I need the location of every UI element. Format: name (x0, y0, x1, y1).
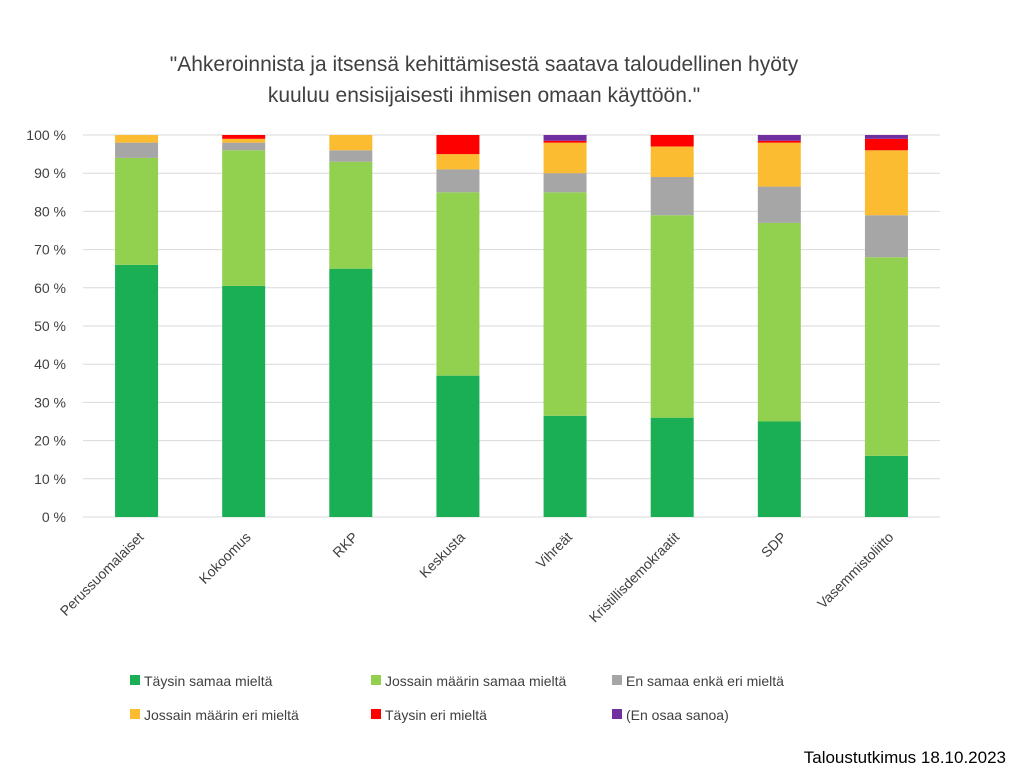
bar-segment (757, 135, 801, 141)
bar-segment (757, 140, 801, 143)
legend-swatch (130, 675, 140, 685)
bar-segment (543, 415, 587, 517)
bar-segment (757, 222, 801, 422)
bar-segment (222, 142, 266, 151)
bar-segment (436, 135, 480, 155)
source-credit: Taloustutkimus 18.10.2023 (804, 748, 1006, 767)
bar-segment (329, 268, 373, 517)
y-tick-label: 20 % (34, 433, 66, 449)
y-tick-label: 90 % (34, 165, 66, 181)
bar-segment (543, 140, 587, 143)
bar-segment (329, 161, 373, 269)
chart-title-line-2: kuuluu ensisijaisesti ihmisen omaan käyt… (268, 84, 700, 107)
legend-swatch (130, 709, 140, 719)
y-axis-ticks: 0 % 10 % 20 % 30 % 40 % 50 % 60 % 70 % 80 % 90 % 1… (26, 127, 66, 525)
bar-segment (650, 215, 694, 418)
x-category-label: SDP (758, 529, 790, 561)
legend-entry: Täysin samaa mieltä (144, 673, 273, 689)
bar-segment (757, 142, 801, 187)
bar-segment (436, 169, 480, 193)
legend-entry: Jossain määrin samaa mieltä (385, 673, 567, 689)
bar-segment (115, 157, 159, 265)
x-category-label: Kristillisdemokraatit (586, 529, 683, 626)
y-tick-label: 80 % (34, 203, 66, 219)
bar-segment (543, 142, 587, 174)
bar-segment (115, 135, 159, 143)
bar-segment (650, 177, 694, 216)
x-category-label: Keskusta (416, 529, 468, 581)
legend-entry: Jossain määrin eri mieltä (144, 707, 299, 723)
bar-segment (436, 192, 480, 376)
y-tick-label: 50 % (34, 318, 66, 334)
bar-segment (650, 417, 694, 517)
bar-segment (115, 264, 159, 517)
gridlines (83, 134, 940, 518)
x-category-label: Vasemmistoliitto (814, 529, 897, 612)
bar-segment (543, 135, 587, 141)
bar-segment (864, 215, 908, 258)
bar-segment (864, 138, 908, 151)
bars (115, 135, 908, 517)
legend-entry: (En osaa sanoa) (626, 707, 729, 723)
bar-segment (543, 192, 587, 416)
x-category-label: RKP (329, 529, 361, 561)
y-tick-label: 100 % (26, 127, 66, 143)
bar-segment (222, 135, 266, 139)
legend-swatch (371, 675, 381, 685)
bar-segment (757, 421, 801, 517)
bar-segment (864, 135, 908, 139)
y-tick-label: 70 % (34, 242, 66, 258)
legend: Täysin samaa mieltä Jossain määrin samaa … (130, 673, 784, 723)
bar-segment (222, 285, 266, 517)
y-tick-label: 10 % (34, 471, 66, 487)
bar-segment (864, 150, 908, 216)
x-category-label: Kokoomus (196, 529, 254, 587)
y-tick-label: 30 % (34, 394, 66, 410)
bar-segment (543, 173, 587, 193)
bar-segment (329, 135, 373, 151)
bar-segment (222, 150, 266, 286)
x-category-label: Vihreät (533, 529, 576, 572)
legend-swatch (371, 709, 381, 719)
x-axis-labels: Perussuomalaiset Kokoomus RKP Keskusta Vihre… (57, 529, 897, 626)
bar-segment (436, 154, 480, 170)
legend-swatch (612, 675, 622, 685)
bar-segment (864, 455, 908, 517)
y-tick-label: 60 % (34, 280, 66, 296)
chart-title-line-1: "Ahkeroinnista ja itsensä kehittämisestä… (170, 53, 799, 76)
legend-entry: En samaa enkä eri mieltä (626, 673, 784, 689)
bar-segment (436, 375, 480, 517)
bar-segment (757, 186, 801, 223)
bar-segment (222, 138, 266, 143)
bar-segment (329, 150, 373, 162)
y-tick-label: 40 % (34, 356, 66, 372)
bar-segment (115, 142, 159, 158)
bar-segment (650, 146, 694, 178)
legend-swatch (612, 709, 622, 719)
y-tick-label: 0 % (42, 509, 66, 525)
bar-segment (864, 257, 908, 456)
bar-segment (650, 135, 694, 147)
x-category-label: Perussuomalaiset (57, 529, 147, 619)
legend-entry: Täysin eri mieltä (385, 707, 487, 723)
